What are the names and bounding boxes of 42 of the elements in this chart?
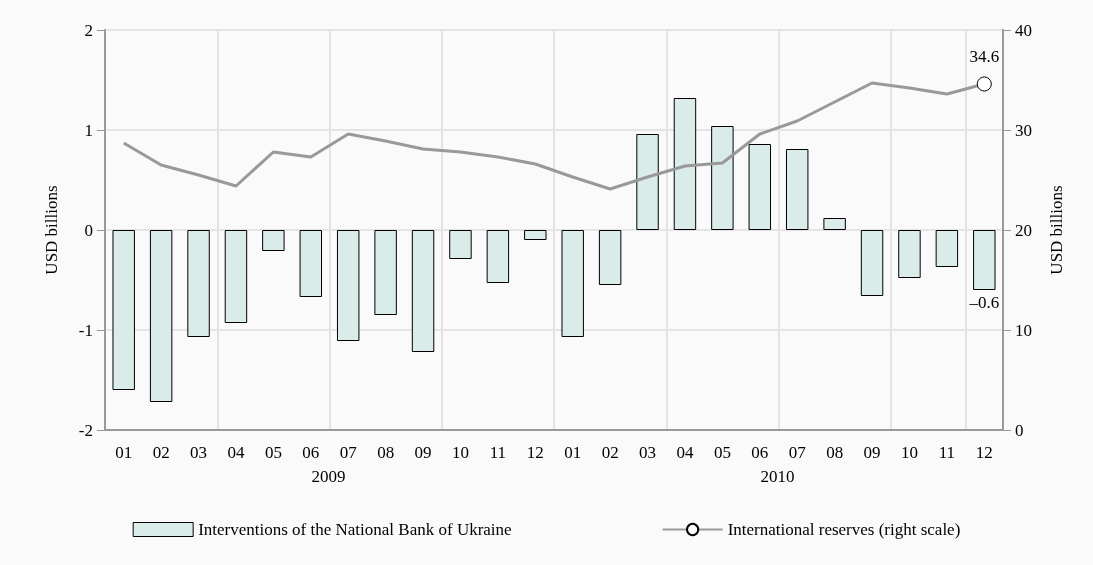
y-tick-label: -2 [78,420,93,440]
x-tick-label: 05 [713,443,731,462]
y-tick-label: 2 [84,20,93,40]
y-axis-title: USD billions [42,185,61,275]
y2-tick-label: 30 [1015,120,1032,140]
y2-tick-label: 20 [1015,220,1032,240]
y-tick-label: -1 [78,320,93,340]
x-tick-label: 09 [414,443,432,462]
legend-label: International reserves (right scale) [727,520,961,539]
x-tick-label: 08 [377,443,395,462]
x-tick-label: 08 [826,443,844,462]
x-tick-label: 06 [302,443,320,462]
x-tick-label: 04 [676,443,694,462]
x-tick-label: 01 [564,443,582,462]
y2-axis-title: USD billions [1047,185,1066,275]
x-tick-label: 12 [975,443,993,462]
y2-tick-label: 10 [1015,320,1032,340]
x-tick-label: 09 [863,443,881,462]
y2-tick-label: 40 [1015,20,1032,40]
x-tick-label: 02 [152,443,170,462]
x-tick-label: 11 [489,443,507,462]
y2-tick-label: 0 [1015,420,1024,440]
data-label: –0.6 [968,293,1000,312]
x-tick-label: 10 [900,443,918,462]
x-tick-label: 07 [788,443,807,462]
x-tick-label: 12 [526,443,544,462]
y-tick-label: 0 [84,220,93,240]
x-tick-label: 05 [264,443,282,462]
x-tick-label: 06 [751,443,769,462]
y-tick-label: 1 [84,120,93,140]
x-tick-label: 03 [639,443,657,462]
x-tick-label: 04 [227,443,245,462]
data-label: 34.6 [969,46,1000,66]
x-tick-label: 11 [938,443,956,462]
legend-label: Interventions of the National Bank of Ukraine [198,520,512,539]
text: 2010 [760,467,795,486]
x-tick-label: 03 [190,443,208,462]
x-tick-label: 07 [339,443,358,462]
x-tick-label: 10 [451,443,469,462]
text: 2009 [311,467,346,486]
x-tick-label: 01 [115,443,133,462]
x-tick-label: 02 [601,443,619,462]
